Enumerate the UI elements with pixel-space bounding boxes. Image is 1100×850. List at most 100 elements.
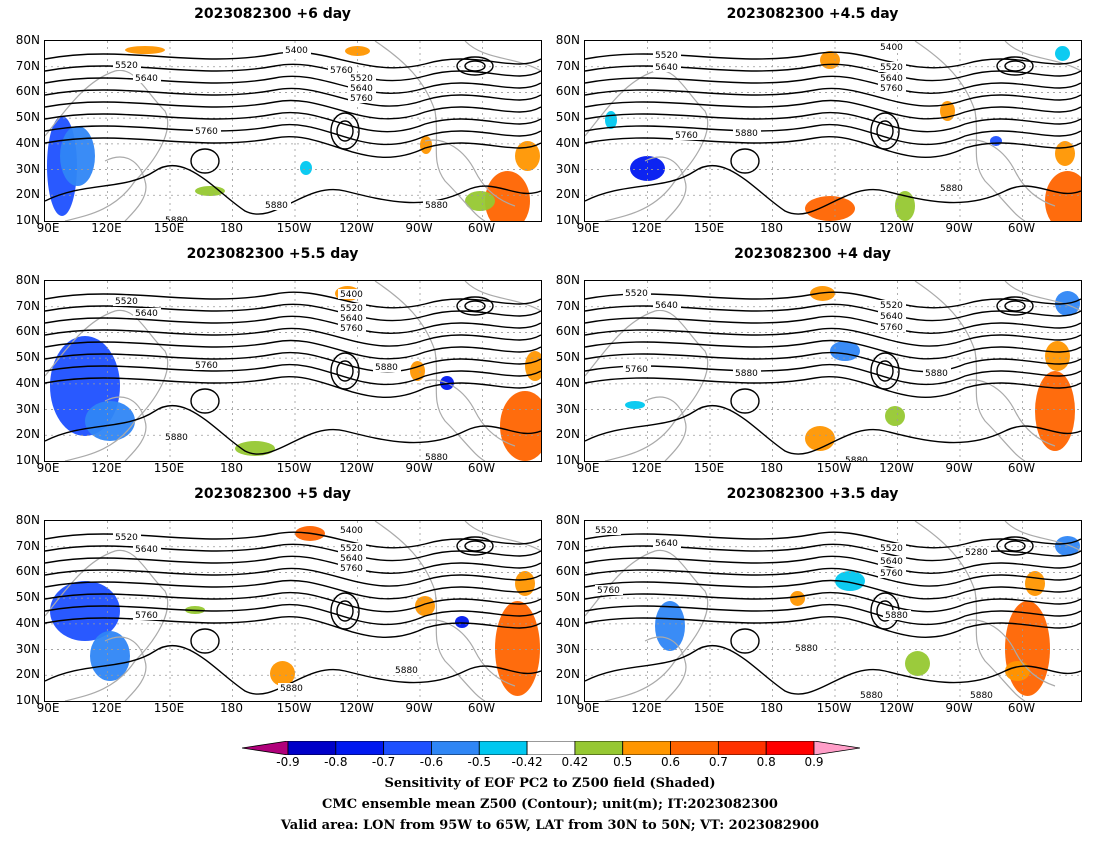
lon-label: 90E: [576, 701, 600, 715]
colorbar-segment: [765, 741, 815, 755]
contour-label-bg: [423, 200, 451, 210]
contour-label-bg: [963, 547, 991, 557]
coastline: [374, 521, 486, 701]
contour-label: 5760: [625, 365, 648, 375]
z500-closed-contour: [330, 352, 360, 390]
sensitivity-shading: [1045, 171, 1081, 221]
contour-label-bg: [653, 538, 681, 548]
contour-label: 5640: [655, 539, 678, 549]
lat-label: 40N: [15, 135, 40, 150]
z500-closed-contour: [464, 60, 486, 72]
contour-label: 5640: [340, 554, 363, 564]
contour-label-bg: [623, 364, 651, 374]
sensitivity-shading: [835, 571, 865, 591]
colorbar-tick-label: 0.6: [660, 755, 681, 769]
contour-label: 5880: [885, 611, 908, 621]
z500-closed-contour: [876, 120, 894, 142]
panel-2: 2023082300 +4.5 day: [540, 0, 1085, 240]
contour-label: 5880: [735, 129, 758, 139]
z500-contour: [585, 123, 1081, 146]
sensitivity-shading: [485, 171, 530, 221]
contour-label-bg: [843, 455, 871, 461]
lat-label: 20N: [15, 187, 40, 202]
sensitivity-shading: [410, 361, 425, 381]
coastline: [464, 521, 541, 552]
contour-label-bg: [595, 585, 623, 595]
contour-label: 5880: [165, 433, 188, 443]
contour-label: 5400: [340, 526, 363, 536]
sensitivity-shading: [805, 196, 855, 221]
z500-closed-contour: [456, 296, 494, 316]
contour-label: 5760: [340, 564, 363, 574]
contour-label-bg: [348, 73, 376, 83]
contour-label: 5880: [265, 201, 288, 211]
contour-label-bg: [878, 322, 906, 332]
sensitivity-shading: [90, 631, 130, 681]
contour-label-bg: [338, 525, 366, 535]
lon-label: 120E: [631, 461, 662, 475]
contour-label: 5880: [925, 369, 948, 379]
contour-label-bg: [113, 532, 141, 542]
contour-label: 5520: [340, 304, 363, 314]
sensitivity-shading: [235, 441, 275, 456]
colorbar-tick-label: -0.6: [419, 755, 444, 769]
contour-label: 5640: [880, 312, 903, 322]
z500-contour: [585, 339, 1081, 360]
lon-label: 120E: [91, 461, 122, 475]
panel-5: 2023082300 +5 day: [0, 480, 545, 720]
lat-label: 10N: [15, 213, 40, 227]
sensitivity-shading: [1055, 46, 1070, 61]
colorbar-tick-label: 0.8: [756, 755, 776, 769]
colorbar-tick-label: -0.5: [467, 755, 491, 769]
contour-label-bg: [133, 544, 161, 554]
map-frame: 5520 5640 5400 5520 5640 5760 5760 5880 5880: [44, 520, 542, 702]
lon-label: 60W: [467, 461, 496, 475]
lon-label: 180: [760, 221, 783, 235]
colorbar-segment: [431, 741, 480, 755]
contour-label-bg: [878, 62, 906, 72]
lat-label: 30N: [555, 401, 580, 416]
contour-label-bg: [733, 128, 761, 138]
contour-label: 5760: [135, 611, 158, 621]
contour-label: 5520: [625, 289, 648, 299]
lat-label: 50N: [555, 590, 580, 605]
contour-label-bg: [193, 126, 221, 136]
lon-label: 120W: [339, 701, 374, 715]
contour-label: 5520: [880, 63, 903, 73]
lat-label: 80N: [555, 273, 580, 287]
lat-label: 40N: [555, 615, 580, 630]
coastline: [374, 41, 486, 221]
sensitivity-shading: [270, 661, 295, 686]
contour-label-bg: [733, 368, 761, 378]
colorbar-segment: [526, 741, 576, 755]
contour-label: 5760: [350, 94, 373, 104]
colorbar-segment: [717, 741, 767, 755]
lat-label: 60N: [15, 84, 40, 99]
contour-label-bg: [338, 313, 366, 323]
lon-label: 120E: [631, 221, 662, 235]
z500-contour: [585, 531, 1081, 549]
lon-label: 60W: [467, 701, 496, 715]
sensitivity-shading: [420, 136, 432, 154]
z500-closed-contour: [330, 592, 360, 630]
lat-label: 70N: [15, 538, 40, 553]
contour-label: 5880: [395, 666, 418, 676]
z500-closed-contour: [996, 56, 1034, 76]
lat-label: 30N: [555, 641, 580, 656]
lat-label: 20N: [555, 667, 580, 682]
coastline: [45, 69, 169, 221]
z500-closed-contour: [190, 628, 220, 654]
contour-label: 5880: [425, 201, 448, 211]
coastline: [1004, 41, 1081, 72]
z500-contour: [45, 63, 541, 82]
contour-label: 5640: [350, 84, 373, 94]
lon-label: 150W: [816, 701, 852, 715]
lat-label: 30N: [15, 161, 40, 176]
contour-label-bg: [113, 296, 141, 306]
lat-label: 70N: [555, 58, 580, 73]
z500-closed-contour: [456, 536, 494, 556]
contour-label-bg: [878, 300, 906, 310]
lon-label: 150E: [153, 221, 185, 235]
z500-contour: [585, 75, 1081, 94]
